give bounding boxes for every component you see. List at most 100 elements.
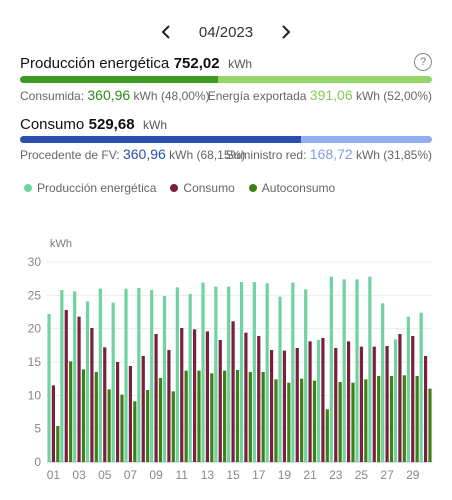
bar-production bbox=[265, 283, 269, 462]
legend-item-production[interactable]: Producción energética bbox=[24, 181, 156, 195]
bar-consumption bbox=[295, 348, 299, 462]
bar-production bbox=[342, 279, 346, 462]
bar-consumption bbox=[167, 350, 171, 462]
bar-selfconsumption bbox=[338, 382, 342, 462]
bar-consumption bbox=[218, 340, 222, 462]
x-tick-label: 05 bbox=[98, 468, 112, 482]
bar-selfconsumption bbox=[81, 369, 86, 462]
bar-consumption bbox=[398, 334, 402, 462]
bar-production bbox=[162, 296, 167, 462]
bar-production bbox=[188, 294, 192, 462]
bar-selfconsumption bbox=[56, 426, 60, 462]
production-value: 752,02 bbox=[173, 55, 220, 72]
production-unit: kWh bbox=[228, 57, 253, 71]
bar-production bbox=[316, 340, 321, 462]
bar-consumption bbox=[269, 350, 274, 462]
grid-unit: kWh bbox=[355, 148, 380, 162]
bar-selfconsumption bbox=[274, 379, 278, 462]
bar-selfconsumption bbox=[171, 391, 175, 462]
bar-production bbox=[406, 316, 410, 462]
bar-production bbox=[175, 287, 179, 462]
bar-consumption bbox=[321, 338, 325, 462]
bar-production bbox=[368, 276, 372, 462]
bar-selfconsumption bbox=[402, 375, 406, 462]
legend-label-production: Producción energética bbox=[37, 181, 157, 195]
legend-item-selfconsumption[interactable]: Autoconsumo bbox=[248, 181, 336, 195]
x-tick-label: 21 bbox=[303, 468, 317, 482]
consumed-label: Consumida: bbox=[20, 89, 85, 103]
bar-production bbox=[98, 288, 102, 462]
bar-selfconsumption bbox=[158, 378, 163, 462]
bar-consumption bbox=[411, 336, 415, 462]
month-label[interactable]: 04/2023 bbox=[198, 23, 254, 41]
y-tick-label: 10 bbox=[28, 388, 42, 402]
help-icon[interactable]: ? bbox=[414, 53, 432, 71]
y-tick-label: 5 bbox=[34, 422, 41, 436]
y-tick-label: 20 bbox=[28, 322, 42, 336]
bar-selfconsumption bbox=[94, 372, 98, 462]
consumption-details: Procedente de FV: 360,96 kWh (68,15%) Su… bbox=[20, 146, 432, 162]
x-tick-label: 11 bbox=[176, 468, 189, 482]
bar-production bbox=[124, 288, 128, 462]
bar-production bbox=[355, 279, 359, 462]
bar-production bbox=[150, 290, 154, 462]
x-tick-label: 15 bbox=[226, 468, 240, 482]
y-tick-label: 0 bbox=[34, 455, 41, 469]
bar-selfconsumption bbox=[389, 376, 394, 462]
pv-unit: kWh bbox=[169, 148, 194, 162]
bar-selfconsumption bbox=[223, 370, 227, 462]
bar-selfconsumption bbox=[300, 378, 304, 462]
y-tick-label: 15 bbox=[28, 355, 42, 369]
bar-production bbox=[111, 302, 115, 462]
bar-selfconsumption bbox=[184, 370, 188, 462]
bar-production bbox=[85, 301, 90, 462]
pv-label: Procedente de FV: bbox=[20, 148, 120, 162]
consumption-bar bbox=[20, 136, 432, 143]
bar-selfconsumption bbox=[364, 379, 368, 462]
bar-consumption bbox=[282, 350, 287, 462]
x-tick-label: 27 bbox=[380, 468, 394, 482]
x-tick-label: 13 bbox=[201, 468, 215, 482]
bar-production bbox=[214, 286, 218, 462]
bar-selfconsumption bbox=[107, 389, 111, 462]
legend-item-consumption[interactable]: Consumo bbox=[170, 181, 235, 195]
bar-consumption bbox=[51, 385, 56, 462]
bar-production bbox=[60, 290, 64, 462]
bar-selfconsumption bbox=[210, 373, 214, 462]
y-tick-label: 25 bbox=[28, 288, 42, 302]
bar-production bbox=[278, 296, 282, 462]
bar-consumption bbox=[385, 346, 389, 462]
bar-consumption bbox=[423, 356, 428, 462]
bar-consumption bbox=[180, 328, 184, 462]
grid-pct: (31,85%) bbox=[383, 148, 432, 162]
consumption-bar-grid bbox=[300, 136, 432, 143]
consumption-unit: kWh bbox=[143, 118, 167, 132]
production-label: Producción energética bbox=[20, 55, 170, 72]
pv-value: 360,96 bbox=[122, 146, 166, 162]
chevron-right-icon[interactable] bbox=[272, 20, 300, 44]
bar-consumption bbox=[372, 346, 376, 462]
bar-production bbox=[291, 282, 295, 462]
production-bar-consumed bbox=[20, 76, 218, 83]
bar-production bbox=[239, 282, 244, 462]
legend-dot-production bbox=[24, 184, 32, 192]
chevron-left-icon[interactable] bbox=[152, 20, 180, 44]
bar-production bbox=[381, 303, 385, 462]
bar-production bbox=[419, 312, 423, 462]
bar-production bbox=[201, 282, 205, 462]
bar-production bbox=[73, 291, 77, 462]
consumed-unit: kWh bbox=[133, 89, 158, 103]
bar-consumption bbox=[115, 362, 120, 462]
bar-selfconsumption bbox=[428, 388, 432, 462]
bar-production bbox=[252, 282, 256, 462]
pv-pct: (68,15%) bbox=[196, 148, 246, 162]
x-tick-label: 03 bbox=[72, 468, 86, 482]
bar-consumption bbox=[90, 328, 94, 462]
bar-consumption bbox=[128, 366, 133, 462]
bar-selfconsumption bbox=[248, 372, 252, 462]
legend-label-selfconsumption: Autoconsumo bbox=[261, 181, 336, 195]
x-tick-label: 29 bbox=[406, 468, 420, 482]
bar-consumption bbox=[308, 341, 312, 462]
bar-selfconsumption bbox=[261, 372, 265, 462]
